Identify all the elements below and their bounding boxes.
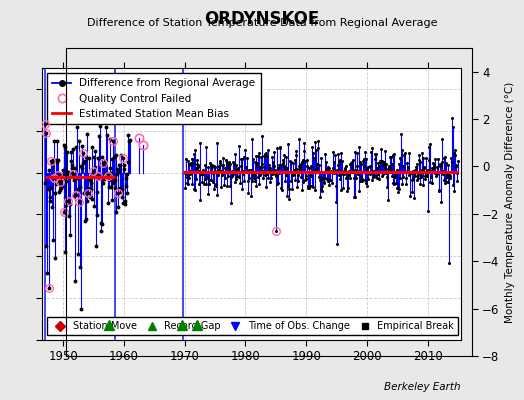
Y-axis label: Monthly Temperature Anomaly Difference (°C): Monthly Temperature Anomaly Difference (… xyxy=(505,81,515,323)
Text: Difference of Station Temperature Data from Regional Average: Difference of Station Temperature Data f… xyxy=(87,18,437,28)
Text: Berkeley Earth: Berkeley Earth xyxy=(385,382,461,392)
Text: ORDYNSKOE: ORDYNSKOE xyxy=(204,10,320,28)
Legend: Station Move, Record Gap, Time of Obs. Change, Empirical Break: Station Move, Record Gap, Time of Obs. C… xyxy=(70,333,482,351)
